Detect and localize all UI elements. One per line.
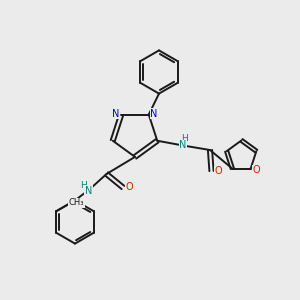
- Text: H: H: [80, 181, 87, 190]
- Text: CH₃: CH₃: [69, 199, 84, 208]
- Text: H: H: [181, 134, 188, 143]
- Text: N: N: [112, 109, 120, 119]
- Text: N: N: [150, 109, 158, 119]
- Text: N: N: [179, 140, 187, 151]
- Text: O: O: [214, 166, 222, 176]
- Text: O: O: [126, 182, 134, 193]
- Text: N: N: [85, 185, 92, 196]
- Text: O: O: [253, 165, 260, 175]
